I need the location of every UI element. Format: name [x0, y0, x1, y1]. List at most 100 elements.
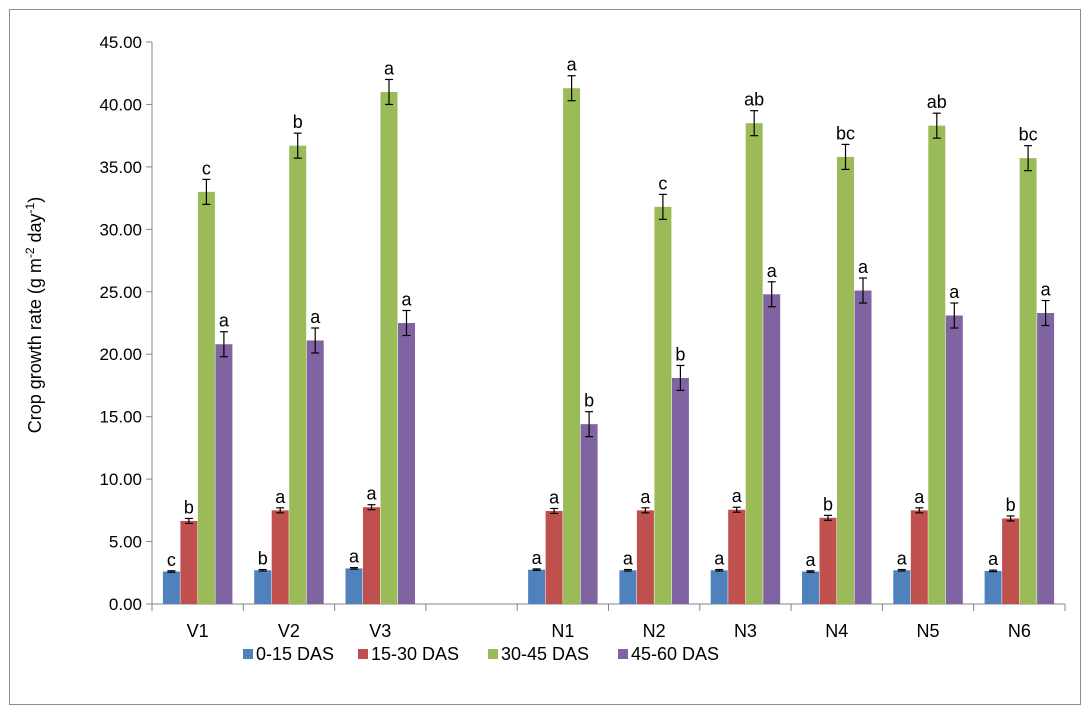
- data-label: a: [401, 290, 412, 310]
- data-label: a: [858, 257, 869, 277]
- y-tick-label: 15.00: [99, 408, 142, 427]
- x-tick-labels: V1 V2 V3 N1 N2 N3 N4 N5 N6: [187, 621, 1031, 641]
- data-label: bc: [1019, 125, 1038, 145]
- x-tick-label: N6: [1008, 621, 1031, 641]
- data-label: c: [202, 158, 211, 178]
- y-tick-label: 5.00: [109, 533, 142, 552]
- bar: [984, 570, 1002, 604]
- legend-swatch: [618, 649, 628, 659]
- data-label: a: [275, 487, 286, 507]
- legend-item: 30-45 DAS: [488, 644, 589, 664]
- bar: [398, 323, 415, 604]
- data-label: b: [823, 494, 833, 514]
- y-tick-labels: 0.00 5.00 10.00 15.00 20.00 25.00 30.00 35.00 40…: [99, 33, 142, 614]
- data-label: a: [988, 549, 999, 569]
- bar: [710, 570, 728, 604]
- bar: [910, 510, 928, 604]
- y-tick-label: 35.00: [99, 158, 142, 177]
- data-label: ab: [744, 90, 764, 110]
- legend-item: 15-30 DAS: [358, 644, 459, 664]
- bar: [802, 571, 819, 604]
- data-label: bc: [836, 123, 855, 143]
- legend-label: 0-15 DAS: [256, 644, 334, 664]
- data-label: a: [366, 484, 377, 504]
- bar: [380, 91, 398, 604]
- bar: [763, 294, 781, 604]
- x-tick-label: N5: [917, 621, 940, 641]
- y-tick-label: 25.00: [99, 283, 142, 302]
- legend-swatch: [358, 649, 368, 659]
- y-tick-label: 10.00: [99, 470, 142, 489]
- bar: [928, 125, 946, 605]
- x-tick-label: N1: [551, 621, 574, 641]
- series-1: b a a a a a b a b: [180, 484, 1020, 604]
- y-axis-title-sup1: -2: [23, 247, 37, 258]
- bar: [819, 517, 837, 604]
- legend-item: 0-15 DAS: [243, 644, 334, 664]
- y-axis-title: Crop growth rate (g m-2 day-1): [23, 197, 45, 433]
- data-label: a: [532, 548, 543, 568]
- data-label: c: [658, 173, 667, 193]
- bar: [893, 570, 911, 604]
- y-tick-label: 0.00: [109, 595, 142, 614]
- data-label: a: [349, 547, 360, 567]
- bar: [363, 507, 380, 604]
- y-tick-label: 45.00: [99, 33, 142, 52]
- bar: [654, 206, 672, 604]
- bar: [636, 510, 654, 604]
- data-label: b: [184, 497, 194, 517]
- legend-label: 15-30 DAS: [371, 644, 459, 664]
- svg-text:Crop growth rate (g m-2 day-1): Crop growth rate (g m-2 day-1): [23, 197, 45, 433]
- data-label: a: [732, 486, 743, 506]
- bar: [197, 191, 215, 604]
- y-axis-title-sup2: -1: [23, 202, 37, 213]
- data-label: a: [549, 487, 560, 507]
- data-label: a: [640, 487, 651, 507]
- series-3: a a a b b a a a a: [215, 257, 1055, 604]
- data-label: a: [567, 55, 578, 75]
- data-label: b: [584, 391, 594, 411]
- bar: [1002, 518, 1020, 604]
- data-label: a: [384, 58, 395, 78]
- x-tick-label: N3: [734, 621, 757, 641]
- data-label: ab: [927, 92, 947, 112]
- data-label: b: [675, 344, 685, 364]
- bar: [545, 510, 563, 604]
- bar: [1019, 158, 1037, 604]
- bar: [837, 156, 854, 605]
- data-label: a: [805, 550, 816, 570]
- bar: [215, 344, 233, 604]
- y-axis-title-text: Crop growth rate (g m: [25, 258, 45, 433]
- bar: [254, 570, 272, 604]
- data-label: a: [310, 307, 321, 327]
- x-tick-label: V1: [187, 621, 209, 641]
- data-label: b: [258, 549, 268, 569]
- legend-swatch: [488, 649, 498, 659]
- y-tick-label: 40.00: [99, 95, 142, 114]
- legend-swatch: [243, 649, 253, 659]
- bar: [745, 123, 763, 604]
- data-label: a: [767, 261, 778, 281]
- y-tick-label: 20.00: [99, 345, 142, 364]
- bar: [619, 570, 637, 604]
- data-label: a: [623, 549, 634, 569]
- bar: [563, 88, 581, 605]
- bar: [854, 290, 872, 604]
- bar: [162, 571, 180, 604]
- data-label: b: [1006, 495, 1016, 515]
- x-tick-label: V3: [369, 621, 391, 641]
- bar: [306, 340, 324, 604]
- x-tick-label: V2: [278, 621, 300, 641]
- legend-label: 45-60 DAS: [631, 644, 719, 664]
- bar: [728, 509, 746, 604]
- data-label: a: [714, 549, 725, 569]
- legend-item: 45-60 DAS: [618, 644, 719, 664]
- data-label: c: [167, 550, 176, 570]
- bar: [345, 568, 363, 604]
- bar: [580, 424, 598, 604]
- bar: [271, 510, 289, 604]
- bar: [671, 377, 689, 604]
- bar: [528, 569, 546, 604]
